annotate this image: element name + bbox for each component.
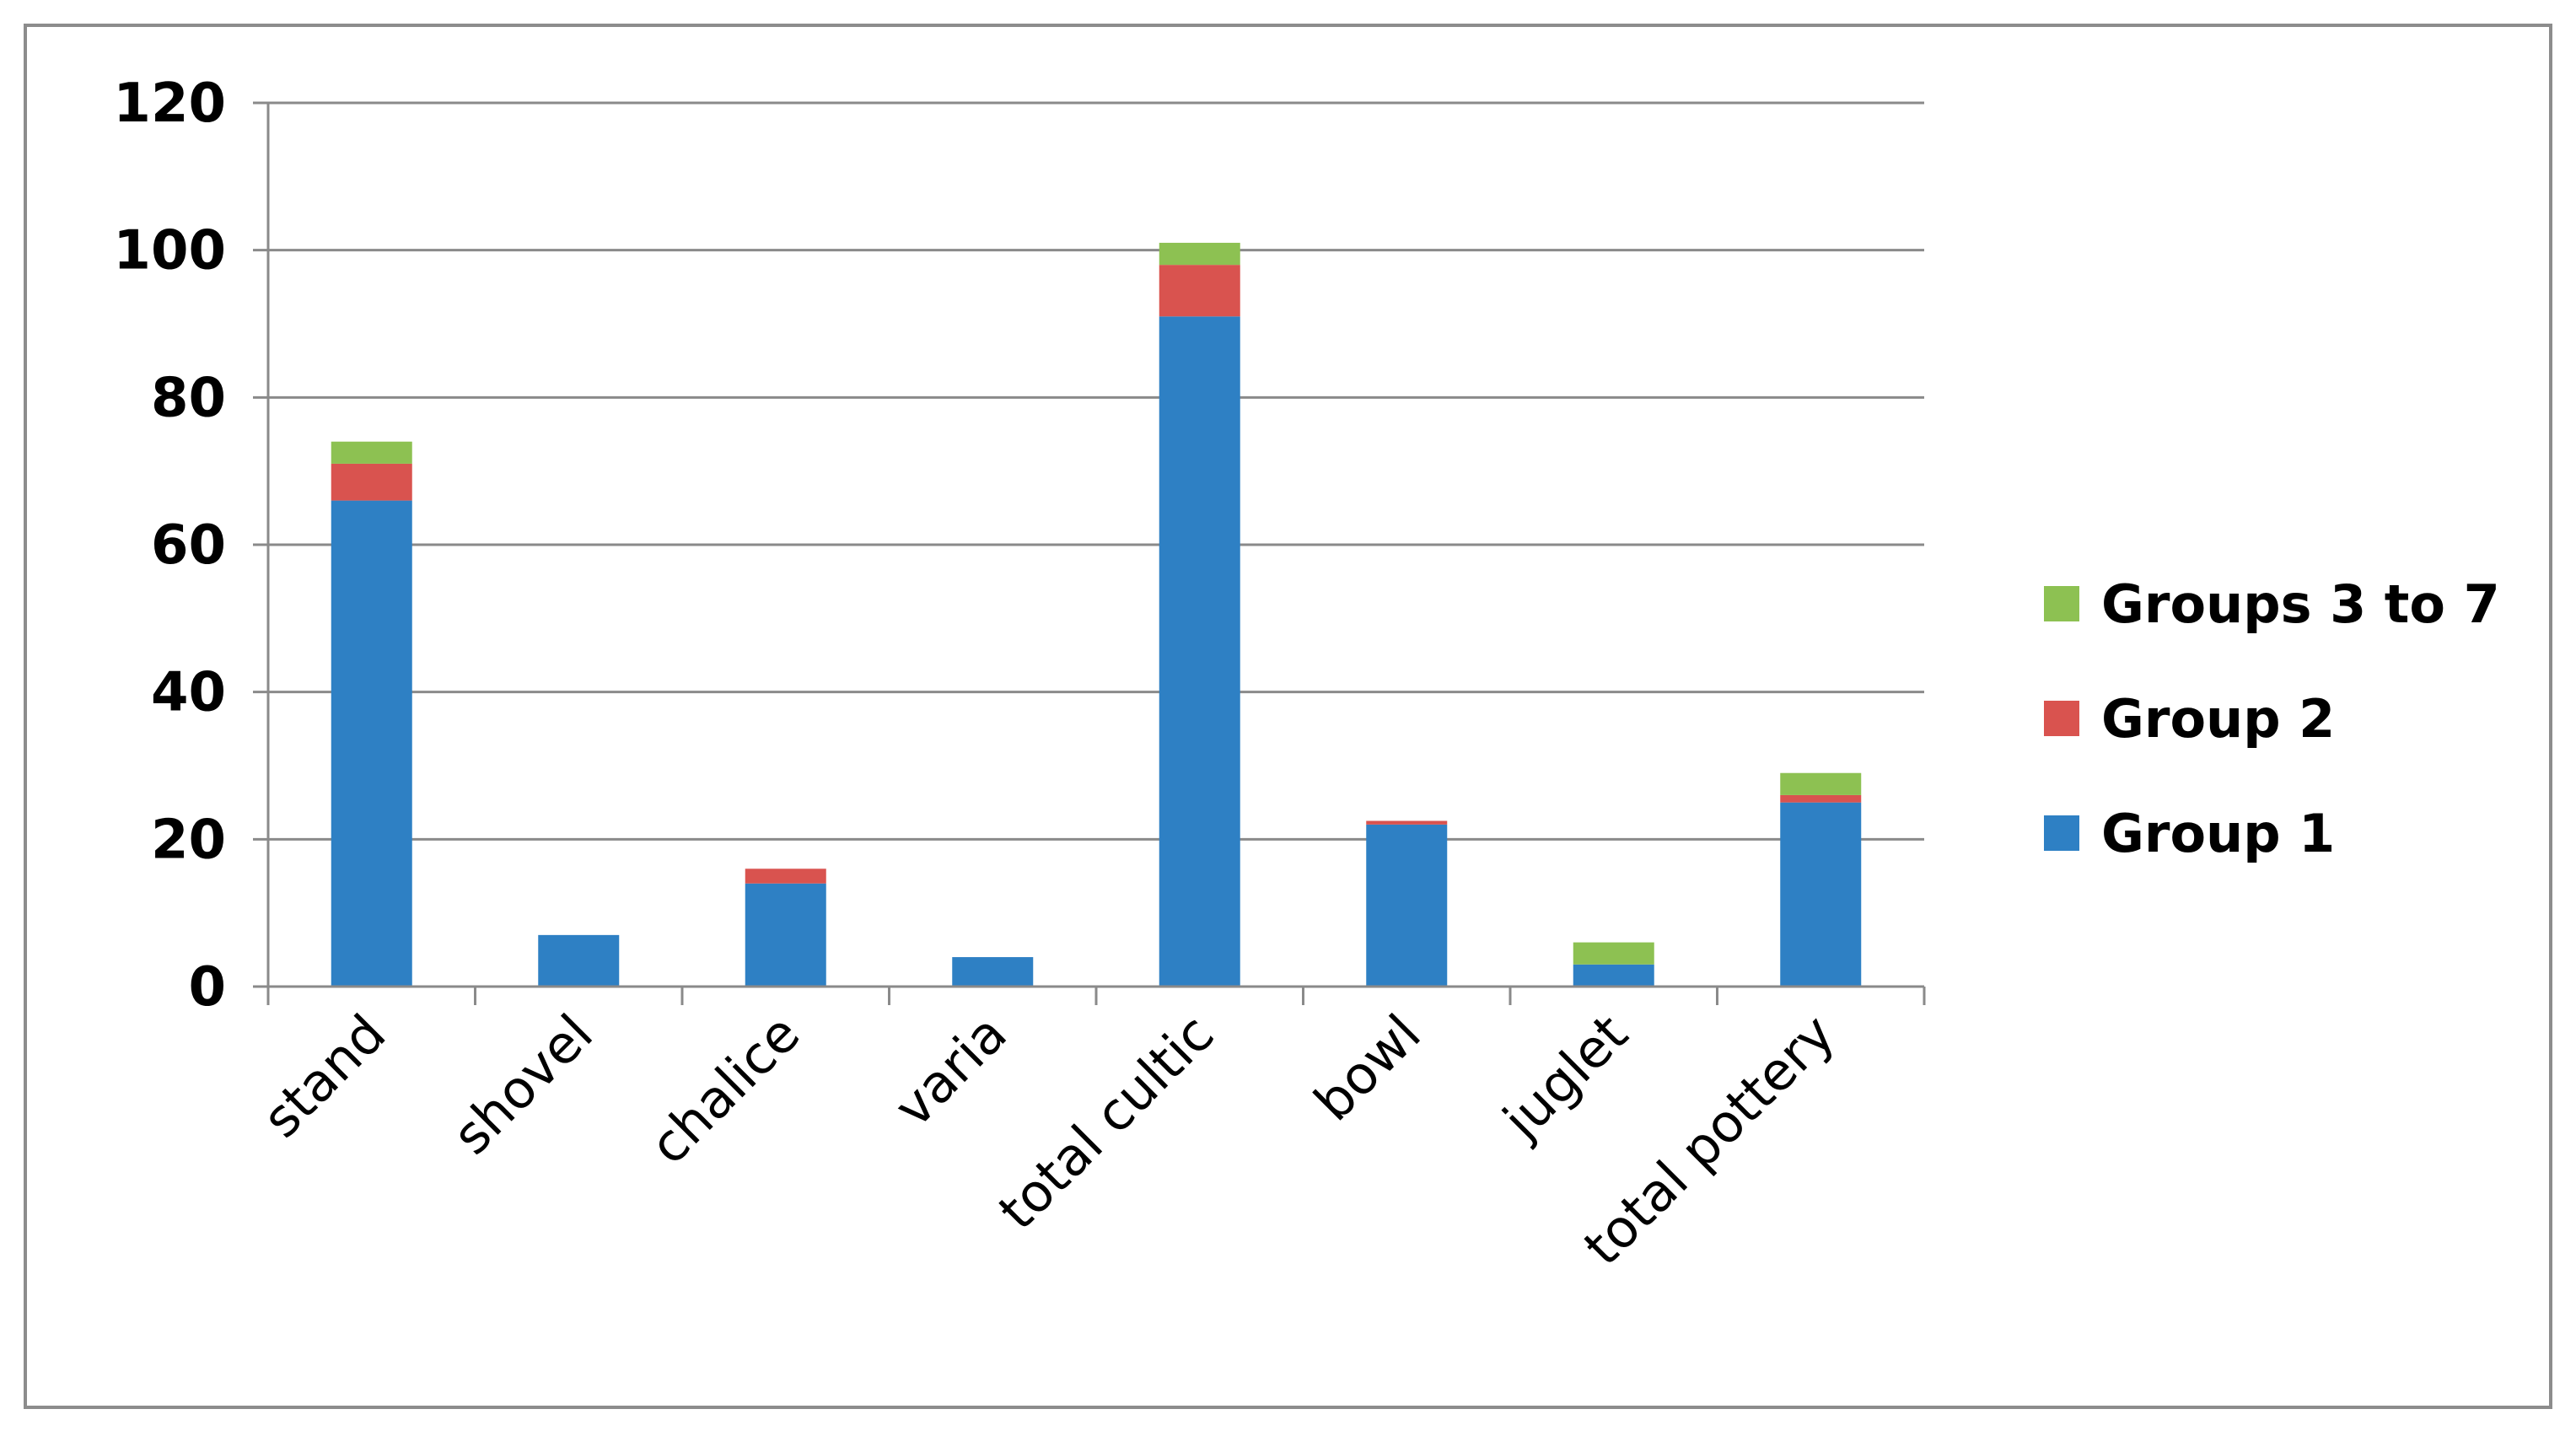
bar-bowl-group-1 (1366, 824, 1448, 987)
bar-bowl-group-2 (1366, 820, 1448, 825)
bar-stand-groups-3-to-7 (331, 441, 412, 464)
x-category-label-shovel: shovel (441, 1003, 605, 1166)
bar-shovel-group-1 (538, 934, 620, 987)
bar-juglet-group-1 (1573, 964, 1654, 987)
x-category-label-stand: stand (250, 1003, 397, 1149)
bars (331, 242, 1862, 987)
x-category-label-chalice: chalice (638, 1003, 812, 1176)
x-category-label-juglet: juglet (1490, 1003, 1639, 1152)
bar-total-pottery-group-1 (1780, 802, 1862, 987)
legend-label-group-1: Group 1 (2101, 803, 2335, 864)
legend-swatch-groups-3-to-7 (2044, 586, 2079, 621)
bar-varia-group-1 (952, 957, 1034, 987)
bar-total-pottery-group-2 (1780, 794, 1862, 803)
axes (253, 101, 1926, 1005)
bar-total-cultic-group-1 (1159, 316, 1240, 987)
bar-stand-group-2 (331, 463, 412, 501)
y-axis-tick-labels: 0 20 40 60 80 100 120 (113, 73, 226, 1019)
x-category-label-bowl: bowl (1303, 1003, 1433, 1132)
x-category-label-total-cultic: total cultic (987, 1003, 1225, 1241)
legend: Groups 3 to 7 Group 2 Group 1 (2044, 573, 2500, 864)
y-tick-label-60: 60 (151, 514, 226, 577)
legend-label-groups-3-to-7: Groups 3 to 7 (2101, 573, 2500, 635)
y-tick-label-20: 20 (151, 809, 226, 871)
bar-chalice-group-2 (745, 869, 826, 884)
y-tick-label-100: 100 (113, 220, 226, 282)
bar-total-pottery-groups-3-to-7 (1780, 772, 1862, 795)
bar-total-cultic-groups-3-to-7 (1159, 242, 1240, 266)
legend-swatch-group-1 (2044, 815, 2079, 851)
y-tick-label-40: 40 (151, 662, 226, 724)
bar-total-cultic-group-2 (1159, 265, 1240, 317)
y-tick-label-120: 120 (113, 73, 226, 135)
x-category-label-varia: varia (882, 1003, 1019, 1139)
bar-chalice-group-1 (745, 883, 826, 987)
bar-juglet-groups-3-to-7 (1573, 942, 1654, 965)
y-tick-label-0: 0 (188, 956, 226, 1019)
legend-swatch-group-2 (2044, 701, 2079, 736)
gridlines (268, 101, 1924, 841)
y-tick-label-80: 80 (151, 367, 226, 429)
bar-stand-group-1 (331, 500, 412, 987)
legend-label-group-2: Group 2 (2101, 688, 2335, 750)
chart-frame (24, 24, 2552, 1409)
